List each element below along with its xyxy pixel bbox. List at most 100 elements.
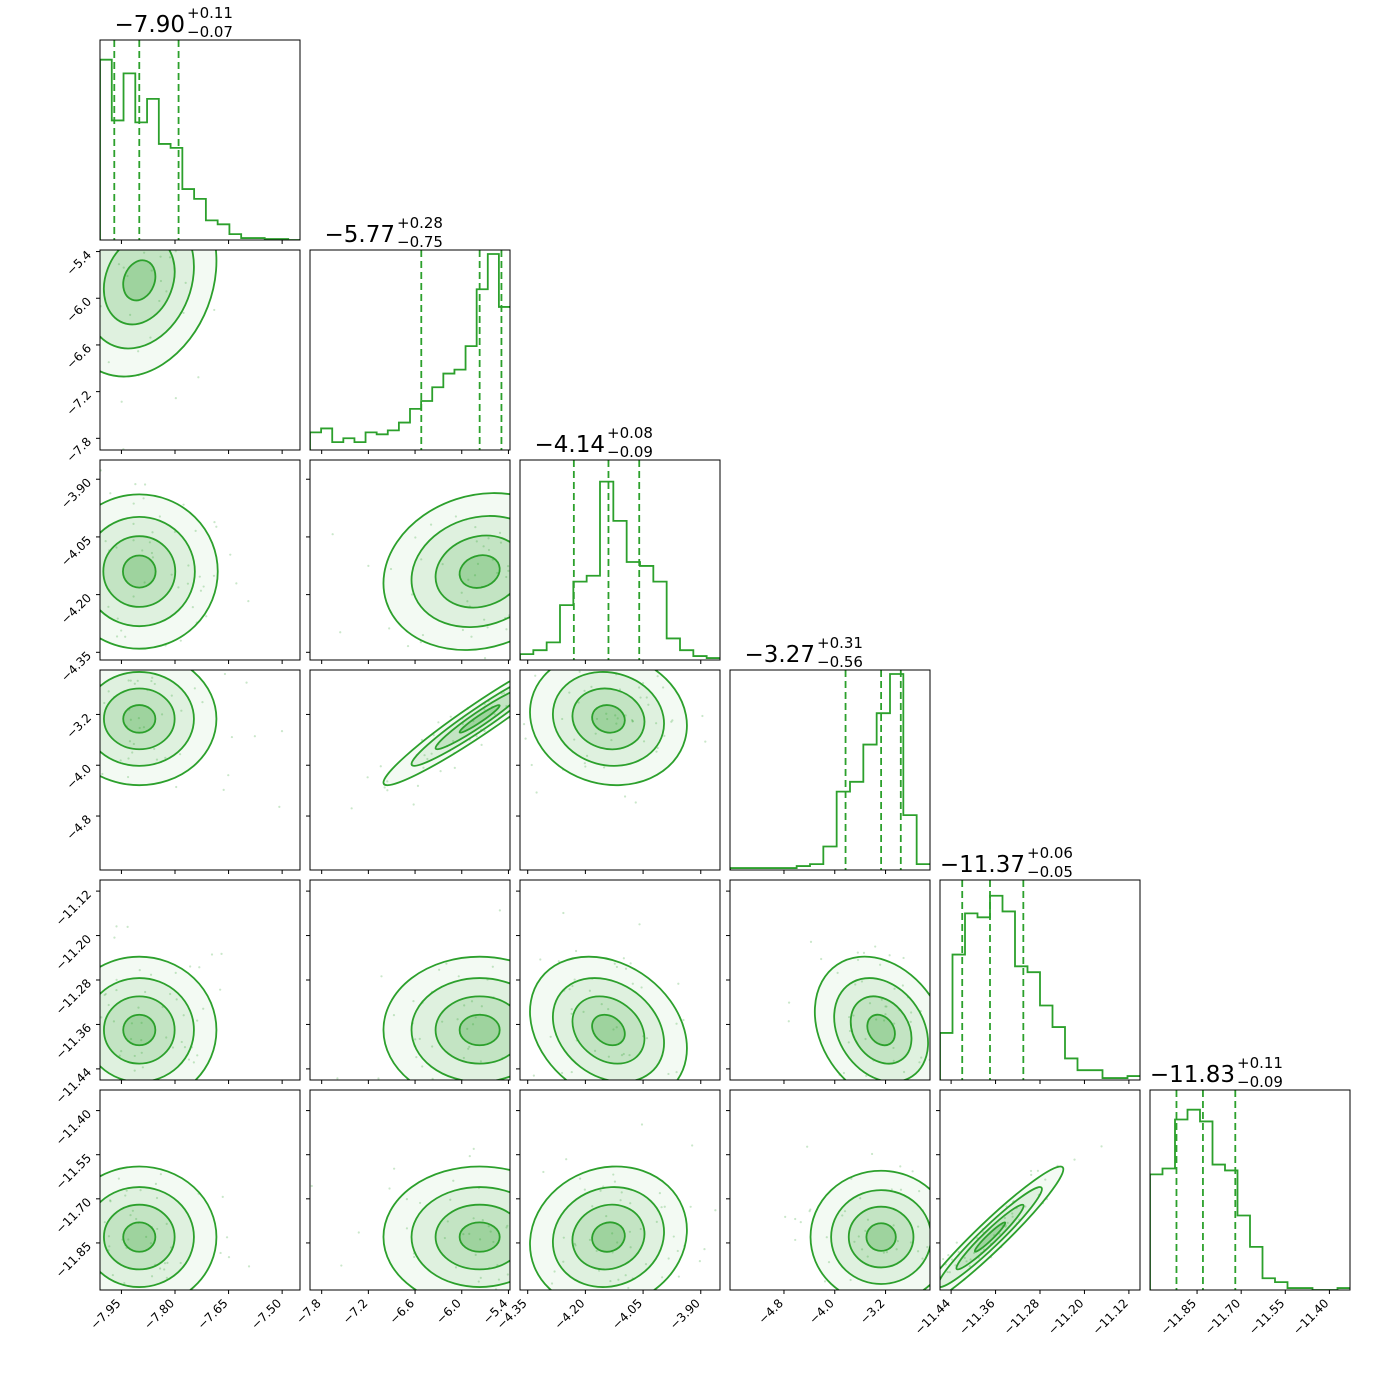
sample-point	[103, 993, 106, 997]
sample-point	[471, 1023, 475, 1026]
histogram-step-4	[940, 894, 1140, 1080]
contour-panel-3-0: −4.8 −4.0 −3.2	[64, 641, 301, 874]
sample-point	[602, 766, 606, 769]
sample-point	[478, 1238, 482, 1241]
panel-frame	[729, 1089, 931, 1291]
sample-point	[255, 538, 257, 540]
x-tick-label-0-0: −7.95	[88, 1296, 124, 1332]
contour-level-1	[551, 1186, 665, 1288]
sample-point	[111, 1273, 114, 1277]
sample-point	[497, 1278, 501, 1281]
sample-point	[619, 1199, 622, 1202]
sample-point	[124, 1194, 127, 1197]
sample-point	[820, 957, 823, 961]
x-tick-label-0-2: −7.65	[195, 1296, 231, 1332]
sample-point	[475, 540, 478, 543]
sample-point	[911, 1170, 914, 1173]
sample-point	[902, 956, 905, 960]
sample-point	[172, 174, 174, 176]
sample-point	[437, 721, 440, 724]
sample-point	[83, 528, 85, 530]
sample-point	[136, 679, 139, 682]
sample-point	[909, 1020, 912, 1023]
histogram-panel-5: −11.83 +0.11−0.09 −11.85 −11.70 −11.55 −11.40	[1149, 1054, 1351, 1338]
sample-point	[104, 992, 107, 996]
sample-point	[243, 641, 245, 643]
sample-point	[468, 1155, 471, 1158]
sample-point	[454, 1266, 458, 1269]
sample-point	[127, 1238, 130, 1241]
sample-point	[969, 1258, 972, 1261]
x-tick-label-1-2: −6.6	[387, 1296, 418, 1327]
sample-point	[616, 717, 619, 720]
sample-point	[629, 962, 632, 965]
sample-point	[150, 551, 154, 555]
sample-point	[794, 1217, 797, 1221]
sample-point	[166, 1261, 169, 1264]
sample-point	[142, 726, 146, 729]
sample-point	[627, 1286, 630, 1290]
contour-level-1	[551, 671, 665, 767]
sample-point	[40, 649, 42, 651]
sample-point	[809, 940, 813, 944]
sample-point	[32, 227, 34, 229]
sample-point	[145, 1235, 148, 1238]
sample-point	[568, 691, 571, 694]
sample-point	[655, 750, 658, 753]
sample-point	[662, 686, 665, 689]
sample-point	[842, 1071, 846, 1075]
sample-point	[461, 628, 465, 632]
sample-point	[612, 1028, 615, 1031]
sample-point	[169, 992, 172, 996]
sample-point	[874, 945, 877, 948]
sample-point	[140, 1039, 143, 1042]
x-tick-label-0-3: −7.50	[248, 1296, 284, 1332]
sample-point	[479, 1060, 482, 1063]
sample-point	[410, 593, 414, 596]
sample-point	[370, 1314, 372, 1316]
sample-point	[196, 208, 198, 210]
sample-point	[174, 971, 177, 974]
sample-point	[435, 1292, 437, 1294]
sample-point	[414, 1038, 417, 1041]
sample-point	[185, 1110, 187, 1112]
sample-point	[562, 1236, 565, 1239]
sample-point	[474, 1253, 477, 1256]
sample-point	[115, 978, 118, 981]
sample-point	[150, 1275, 154, 1278]
param-title-0: −7.90	[115, 12, 185, 38]
sample-point	[836, 971, 839, 974]
sample-point	[937, 1055, 939, 1057]
sample-point	[123, 1282, 126, 1285]
sample-point	[639, 1227, 642, 1231]
sample-point	[439, 770, 442, 773]
sample-point	[520, 1107, 522, 1109]
sample-point	[912, 1304, 914, 1306]
panel-frame	[99, 669, 301, 871]
sample-point	[594, 732, 597, 735]
sample-point	[570, 1070, 573, 1074]
x-tick-label-4-4: −11.12	[1090, 1296, 1131, 1337]
sample-point	[611, 1144, 613, 1146]
sample-point	[909, 1241, 913, 1244]
sample-point	[574, 949, 578, 953]
sample-point	[103, 1221, 106, 1224]
sample-point	[456, 1018, 459, 1021]
sample-point	[104, 247, 106, 249]
sample-point	[107, 361, 110, 364]
sample-point	[938, 1272, 940, 1274]
sample-point	[107, 1003, 110, 1007]
sample-point	[420, 738, 424, 742]
sample-point	[120, 1050, 123, 1053]
sample-point	[222, 168, 224, 170]
sample-point	[857, 1235, 860, 1238]
sample-point	[550, 531, 552, 533]
sample-point	[479, 1276, 482, 1279]
sample-point	[529, 515, 531, 517]
sample-point	[808, 1210, 811, 1213]
sample-point	[689, 1205, 692, 1208]
sample-point	[377, 1077, 380, 1080]
sample-point	[610, 738, 613, 742]
param-title-3: −3.27	[745, 642, 815, 668]
sample-point	[675, 1022, 678, 1025]
